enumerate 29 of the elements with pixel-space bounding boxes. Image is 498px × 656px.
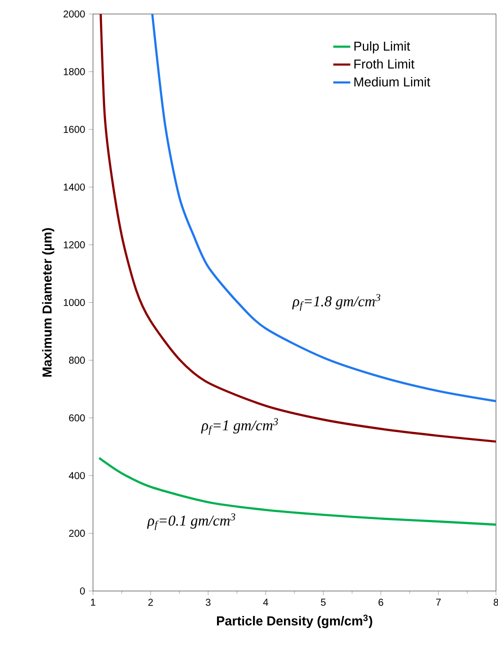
y-tick-label: 1000: [64, 298, 85, 306]
annotation: ρ$_{f}$=1 gm/cm$^{3}$: [201, 418, 278, 435]
y-tick-label: 800: [69, 356, 85, 364]
x-tick-label: 8: [494, 598, 498, 606]
y-tick-label: 400: [68, 472, 85, 480]
x-tick-label: 7: [436, 598, 441, 606]
legend-label: Froth Limit: [354, 59, 414, 69]
x-tick-label: 2: [148, 598, 153, 606]
annotation: ρ$_{f}$=0.1 gm/cm$^{3}$: [147, 513, 236, 530]
y-tick-label: 1600: [64, 126, 85, 133]
y-tick-label: 1200: [64, 241, 85, 248]
x-tick-label: 5: [320, 598, 326, 606]
y-tick-label: 1800: [64, 68, 85, 76]
x-axis-title: Particle Density (gm/cm$^{3}$): [217, 614, 372, 628]
annotation: ρ$_{f}$=1.8 gm/cm$^{3}$: [292, 294, 380, 311]
y-tick-label: 200: [69, 530, 85, 537]
y-tick-label: 0: [80, 587, 85, 595]
x-tick-label: 6: [378, 598, 384, 606]
x-tick-label: 3: [206, 598, 210, 606]
legend-label: Medium Limit: [354, 76, 430, 86]
x-tick-label: 4: [263, 598, 268, 606]
y-tick-label: 1400: [64, 184, 85, 191]
y-tick-label: 2000: [64, 10, 85, 18]
legend-label: Pulp Limit: [354, 41, 410, 54]
line-series: [100, 14, 496, 443]
y-axis-title: Maximum Diameter (µm): [42, 228, 54, 377]
line-series: [151, 14, 496, 402]
x-tick-label: 1: [90, 598, 96, 606]
y-tick-label: 600: [69, 414, 85, 422]
